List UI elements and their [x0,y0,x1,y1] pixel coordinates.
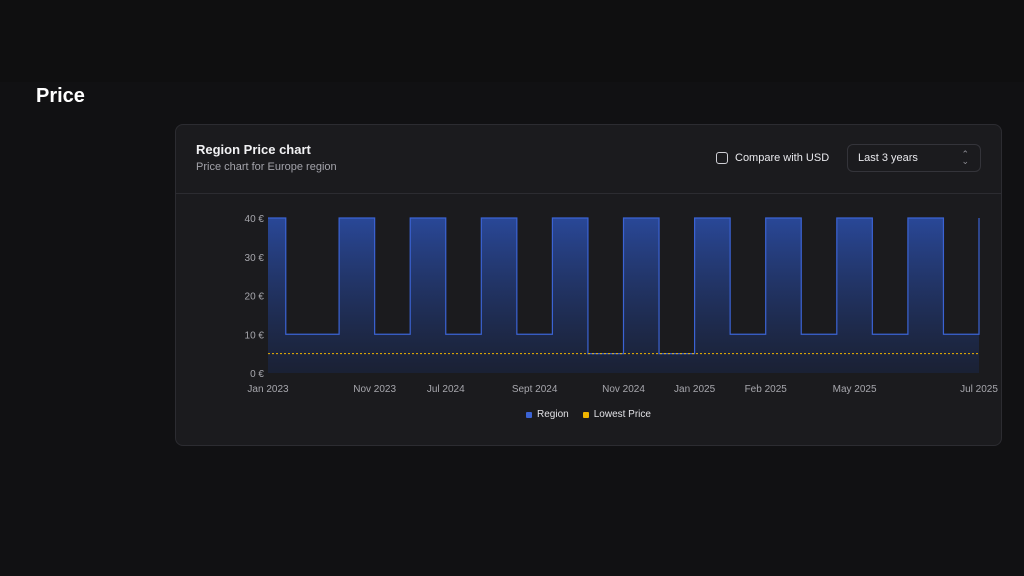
legend-swatch-lowest-price [582,411,589,418]
page-title: Price [36,85,85,107]
y-tick-label: 20 € [245,292,265,303]
x-tick-label: Jan 2023 [247,384,289,395]
card-subtitle: Price chart for Europe region [196,161,337,173]
chart-legend: Region Lowest Price [176,409,1001,420]
price-chart: 0 € 10 € 20 € 30 € 40 € Jan 2023 Nov 2023 Jul … [245,214,999,395]
region-line [268,217,980,355]
compare-with-usd-toggle[interactable]: Compare with USD [716,152,829,164]
x-tick-label: May 2025 [833,384,877,395]
card-title: Region Price chart [196,142,311,157]
x-tick-label: Nov 2023 [353,384,396,395]
x-tick-label: Jul 2024 [427,384,465,395]
y-tick-label: 10 € [245,330,265,341]
x-tick-label: Jan 2025 [674,384,716,395]
legend-swatch-region [526,411,533,418]
y-tick-label: 30 € [245,253,265,264]
card-header: Region Price chart Price chart for Europ… [176,125,1001,194]
y-axis: 0 € 10 € 20 € 30 € 40 € [245,214,265,380]
y-tick-label: 40 € [245,214,265,225]
x-tick-label: Nov 2024 [602,384,645,395]
legend-item-region[interactable]: Region [526,409,569,420]
chevron-up-down-icon: ⌃ ⌄ [961,149,969,166]
x-axis: Jan 2023 Nov 2023 Jul 2024 Sept 2024 Nov 202… [247,384,998,395]
x-tick-label: Feb 2025 [745,384,788,395]
time-range-value: Last 3 years [858,152,918,164]
time-range-select[interactable]: Last 3 years ⌃ ⌄ [847,144,981,172]
region-price-card: Region Price chart Price chart for Europ… [175,124,1002,446]
y-tick-label: 0 € [250,369,264,380]
x-tick-label: Sept 2024 [512,384,558,395]
chart-series [268,217,980,373]
legend-label-region: Region [537,409,569,420]
legend-label-lowest-price: Lowest Price [593,409,651,420]
checkbox-icon[interactable] [716,152,728,164]
compare-label: Compare with USD [735,152,830,164]
x-tick-label: Jul 2025 [960,384,998,395]
top-bar [0,0,1024,82]
legend-item-lowest-price[interactable]: Lowest Price [582,409,651,420]
